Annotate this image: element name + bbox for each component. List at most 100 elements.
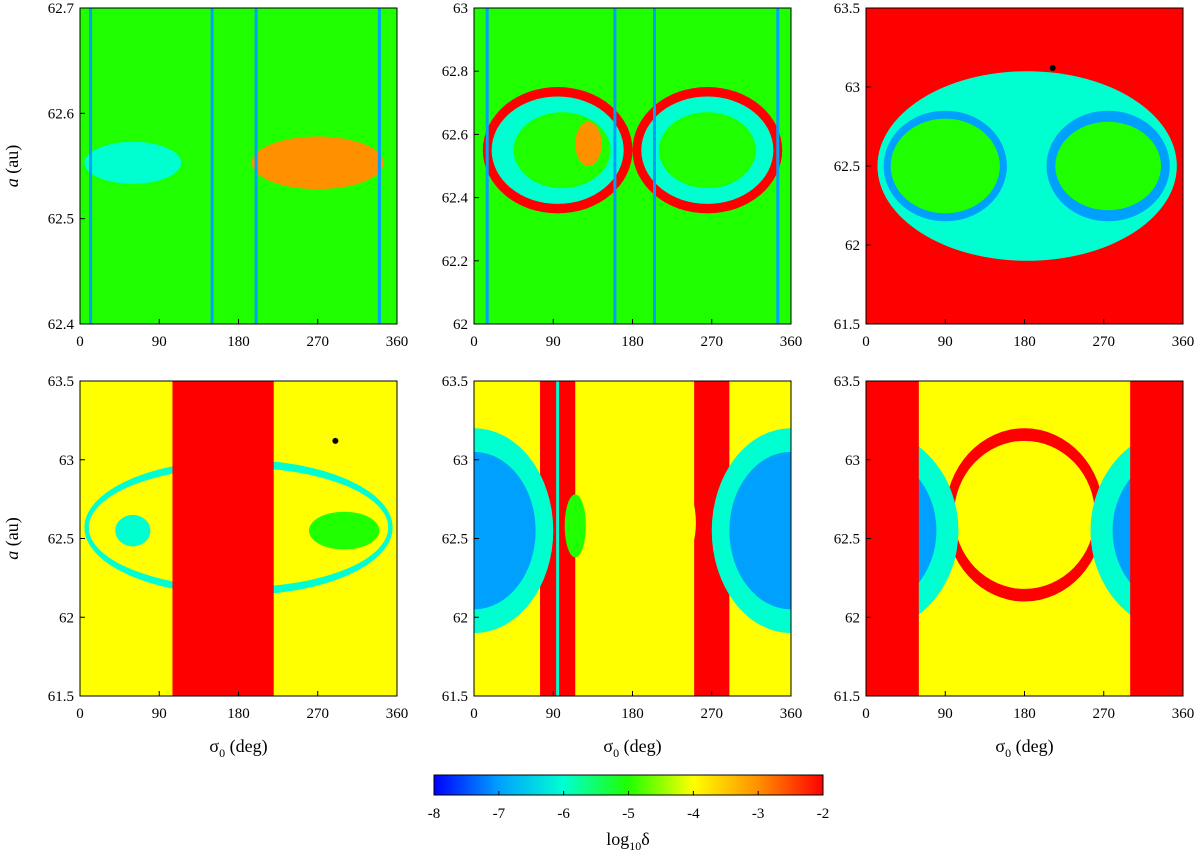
x-tick-label: 180 [227,706,250,722]
y-tick-label: 62.5 [48,532,74,548]
x-axis-label-unit: (deg) [1011,736,1053,757]
y-tick-label: 62.5 [834,532,860,548]
x-tick-label: 360 [1172,706,1195,722]
resonance-island [674,491,696,555]
x-axis-label-main: σ [995,736,1005,756]
x-axis-label: σ0 (deg) [603,736,661,760]
x-tick-label: 360 [1172,334,1195,350]
x-tick-label: 270 [307,706,330,722]
x-tick-label: 90 [938,334,953,350]
x-tick-label: 360 [386,706,409,722]
x-tick-label: 0 [862,706,870,722]
marker-point [1049,65,1056,72]
colorbar-tick-label: -7 [493,806,506,822]
y-tick-label: 62.5 [442,532,468,548]
y-axis-label-main: a [2,174,22,188]
y-tick-label: 62.2 [442,254,468,270]
y-tick-label: 62.4 [48,317,75,333]
chaotic-band [172,381,274,696]
y-tick-label: 62 [845,238,860,254]
panel-top-right: 0 90 180 270 360 61.5 62 62.5 63 63.5 [834,1,1195,350]
x-tick-label: 180 [621,706,644,722]
panel-grid: 0 90 180 270 360 62.4 62.5 62.6 62.7 a (au) 0 90 180… [2,1,1195,760]
x-tick-label: 90 [152,706,167,722]
resonance-island [84,141,182,184]
y-axis-label-main: a [2,546,22,560]
y-tick-label: 62 [59,610,74,626]
x-tick-label: 180 [1013,706,1036,722]
x-tick-label: 90 [546,706,561,722]
x-tick-label: 360 [386,334,409,350]
y-tick-label: 62 [845,610,860,626]
x-axis-label-main: σ [603,736,613,756]
y-tick-label: 63 [453,1,468,17]
y-tick-label: 62.5 [48,212,74,228]
x-tick-label: 180 [227,334,250,350]
y-tick-label: 63.5 [48,374,74,390]
colorbar: -8 -7 -6 -5 -4 -3 -2 log10δ [428,774,830,853]
y-tick-label: 63.5 [834,374,860,390]
x-axis-label: σ0 (deg) [209,736,267,760]
resonance-island [1055,121,1161,211]
colorbar-label-sub: 10 [629,839,641,853]
resonance-island [575,121,602,166]
y-tick-label: 62 [453,317,468,333]
x-axis-label-main: σ [209,736,219,756]
panel-top-middle: 0 90 180 270 360 62 62.2 62.4 62.6 62.8 63 [442,1,803,350]
y-tick-label: 63.5 [834,1,860,17]
resonance-island [308,511,380,550]
y-tick-label: 63 [845,80,860,96]
x-tick-label: 270 [1093,334,1116,350]
y-axis-label-unit: (au) [2,517,23,546]
x-tick-label: 180 [621,334,644,350]
heatmap-area [866,8,1183,324]
x-tick-label: 0 [862,334,870,350]
resonance-island [474,451,536,610]
x-tick-label: 0 [76,706,84,722]
y-tick-label: 62.6 [48,106,75,122]
chaotic-band [1130,381,1183,696]
heatmap-area [80,8,397,324]
panel-top-left: 0 90 180 270 360 62.4 62.5 62.6 62.7 a (au) [2,1,408,350]
colorbar-tick-label: -4 [687,806,700,822]
colorbar-label-sym: δ [641,829,649,849]
x-tick-label: 360 [780,334,803,350]
x-tick-label: 270 [701,334,724,350]
x-tick-label: 90 [152,334,167,350]
y-tick-label: 62 [453,610,468,626]
y-axis-label-unit: (au) [2,145,23,174]
colorbar-label: log10δ [606,829,650,853]
x-tick-label: 0 [470,334,478,350]
y-tick-label: 61.5 [834,317,860,333]
x-tick-label: 0 [470,706,478,722]
resonance-island [729,451,791,610]
heatmap-area [80,381,397,696]
x-axis-label-unit: (deg) [225,736,267,757]
x-tick-label: 90 [938,706,953,722]
x-axis-label: σ0 (deg) [995,736,1053,760]
x-axis-label-sub: 0 [613,746,619,760]
y-axis-label: a (au) [2,145,23,187]
y-tick-label: 62.4 [442,191,469,207]
x-tick-label: 270 [1093,706,1116,722]
heatmap-area [866,381,1183,696]
colorbar-tick-label: -6 [557,806,570,822]
heatmap-area [474,8,791,324]
y-tick-label: 63 [453,453,468,469]
colorbar-tick-label: -2 [817,806,830,822]
y-tick-label: 63.5 [442,374,468,390]
heatmap-area [474,381,791,696]
x-axis-label-unit: (deg) [619,736,661,757]
x-tick-label: 180 [1013,334,1036,350]
y-tick-label: 62.8 [442,64,468,80]
marker-point [332,437,339,444]
resonance-island [890,118,1000,214]
resonance-island [251,136,384,190]
x-axis-label-sub: 0 [219,746,225,760]
colorbar-ticks: -8 -7 -6 -5 -4 -3 -2 [428,791,830,822]
x-tick-label: 0 [76,334,84,350]
x-tick-label: 270 [701,706,724,722]
